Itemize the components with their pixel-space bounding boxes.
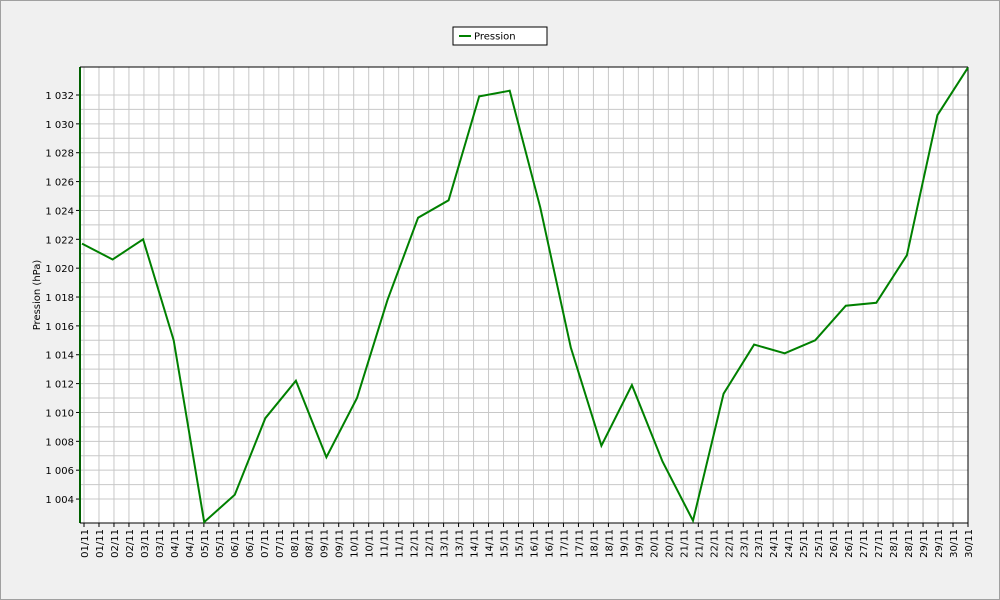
x-tick-label: 03/11 <box>140 529 151 558</box>
x-tick-label: 23/11 <box>754 529 765 558</box>
x-tick-label: 08/11 <box>305 529 316 558</box>
x-tick-label: 17/11 <box>574 529 585 558</box>
y-tick-label: 1 016 <box>45 322 74 333</box>
y-axis-label: Pression (hPa) <box>32 260 43 331</box>
x-tick-label: 13/11 <box>440 529 451 558</box>
x-tick-label: 30/11 <box>949 529 960 558</box>
x-tick-label: 12/11 <box>425 529 436 558</box>
y-tick-label: 1 004 <box>45 495 74 506</box>
x-tick-label: 11/11 <box>395 529 406 558</box>
x-tick-label: 05/11 <box>215 529 226 558</box>
x-tick-label: 09/11 <box>335 529 346 558</box>
x-tick-label: 27/11 <box>859 529 870 558</box>
x-tick-label: 21/11 <box>679 529 690 558</box>
x-tick-label: 04/11 <box>170 529 181 558</box>
x-tick-label: 22/11 <box>709 529 720 558</box>
x-tick-label: 25/11 <box>814 529 825 558</box>
y-tick-label: 1 012 <box>45 380 74 391</box>
x-tick-label: 16/11 <box>544 529 555 558</box>
x-tick-label: 02/11 <box>110 529 121 558</box>
x-tick-label: 04/11 <box>185 529 196 558</box>
x-tick-label: 18/11 <box>604 529 615 558</box>
x-tick-label: 10/11 <box>350 529 361 558</box>
x-tick-label: 30/11 <box>964 529 975 558</box>
legend <box>452 26 548 46</box>
x-tick-label: 20/11 <box>664 529 675 558</box>
x-tick-label: 06/11 <box>230 529 241 558</box>
y-tick-label: 1 028 <box>45 149 74 160</box>
x-tick-label: 15/11 <box>515 529 526 558</box>
plot-area <box>80 67 968 523</box>
x-tick-label: 02/11 <box>125 529 136 558</box>
y-tick-label: 1 030 <box>45 120 74 131</box>
x-tick-label: 14/11 <box>470 529 481 558</box>
x-tick-label: 27/11 <box>874 529 885 558</box>
y-tick-label: 1 020 <box>45 264 74 275</box>
x-tick-label: 09/11 <box>320 529 331 558</box>
x-tick-label: 14/11 <box>485 529 496 558</box>
x-tick-label: 11/11 <box>380 529 391 558</box>
grid <box>80 67 969 523</box>
x-tick-label: 25/11 <box>799 529 810 558</box>
x-tick-label: 26/11 <box>844 529 855 558</box>
x-tick-label: 16/11 <box>529 529 540 558</box>
y-tick-label: 1 024 <box>45 206 74 217</box>
x-tick-label: 19/11 <box>619 529 630 558</box>
y-tick-label: 1 006 <box>45 466 74 477</box>
x-tick-label: 13/11 <box>455 529 466 558</box>
y-tick-label: 1 032 <box>45 91 74 102</box>
y-tick-label: 1 022 <box>45 235 74 246</box>
data-line <box>81 67 969 525</box>
legend-label: Pression <box>474 32 516 43</box>
x-tick-label: 18/11 <box>589 529 600 558</box>
x-tick-label: 15/11 <box>500 529 511 558</box>
x-tick-label: 21/11 <box>694 529 705 558</box>
y-tick-label: 1 026 <box>45 178 74 189</box>
x-tick-label: 17/11 <box>559 529 570 558</box>
y-tick-label: 1 008 <box>45 437 74 448</box>
x-tick-label: 20/11 <box>649 529 660 558</box>
x-tick-label: 07/11 <box>260 529 271 558</box>
x-tick-label: 01/11 <box>95 529 106 558</box>
x-tick-label: 26/11 <box>829 529 840 558</box>
x-tick-label: 29/11 <box>934 529 945 558</box>
x-tick-label: 05/11 <box>200 529 211 558</box>
x-tick-label: 03/11 <box>155 529 166 558</box>
y-tick-label: 1 014 <box>45 351 74 362</box>
x-tick-label: 28/11 <box>904 529 915 558</box>
y-tick-label: 1 018 <box>45 293 74 304</box>
y-tick-label: 1 010 <box>45 408 74 419</box>
x-tick-label: 12/11 <box>410 529 421 558</box>
x-tick-label: 10/11 <box>365 529 376 558</box>
x-tick-label: 07/11 <box>275 529 286 558</box>
x-tick-label: 08/11 <box>290 529 301 558</box>
x-tick-label: 24/11 <box>784 529 795 558</box>
x-tick-label: 19/11 <box>634 529 645 558</box>
x-tick-label: 23/11 <box>739 529 750 558</box>
x-tick-label: 22/11 <box>724 529 735 558</box>
x-tick-label: 29/11 <box>919 529 930 558</box>
x-tick-label: 24/11 <box>769 529 780 558</box>
x-tick-label: 06/11 <box>245 529 256 558</box>
x-tick-label: 28/11 <box>889 529 900 558</box>
x-tick-label: 01/11 <box>80 529 91 558</box>
